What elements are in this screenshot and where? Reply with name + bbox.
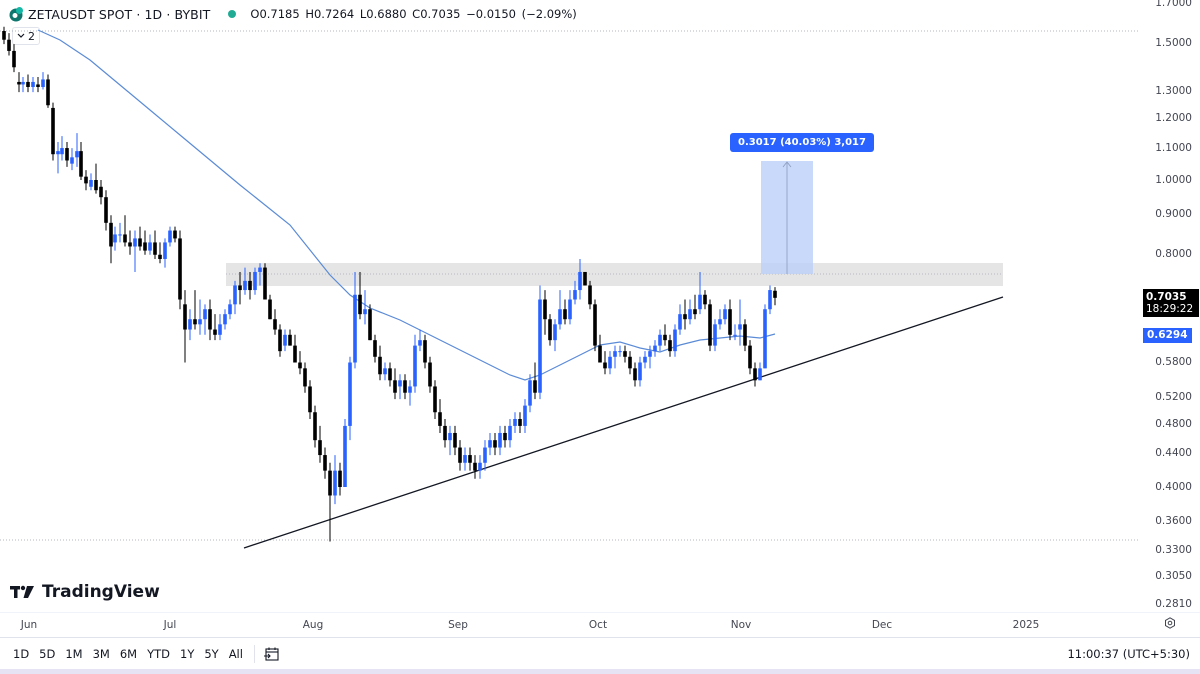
price-tick-label: 0.3050 [1155,570,1192,582]
price-tick-label: 1.3000 [1155,85,1192,97]
ascending-trendline[interactable] [243,296,1004,549]
price-tick-label: 1.2000 [1155,112,1192,124]
price-tick-label: 1.7000 [1155,0,1192,9]
chevron-down-icon [17,33,25,38]
time-tick-label: 2025 [1012,619,1040,631]
footer-strip [0,669,1200,674]
tradingview-logo[interactable]: TradingView [10,582,160,602]
price-tick-label: 1.0000 [1155,174,1192,186]
zeta-logo-icon [9,7,23,22]
go-to-date-calendar-icon[interactable] [263,645,281,663]
bar-countdown: 18:29:22 [1146,303,1194,315]
indicator-count: 2 [28,29,35,43]
price-tick-label: 0.3600 [1155,515,1192,527]
time-tick-label: Jun [20,619,38,631]
price-tick-label: 0.5800 [1155,356,1192,368]
moving-average-line [37,29,776,381]
timezone-clock[interactable]: 11:00:37 (UTC+5:30) [1067,647,1190,661]
settings-gear-icon[interactable] [1164,617,1176,629]
date-range-buttons: 1D 5D 1M 3M 6M YTD 1Y 5Y All [0,647,248,661]
time-tick-label: Jul [163,619,177,631]
price-tick-label: 0.4000 [1155,481,1192,493]
market-open-status-icon [228,10,237,18]
price-tick-label: 0.8000 [1155,248,1192,260]
time-tick-label: Dec [871,619,893,631]
resistance-zone[interactable] [226,263,1003,286]
bottom-toolbar: 1D 5D 1M 3M 6M YTD 1Y 5Y All 11:00:37 (UTC+5:30) [0,637,1200,670]
candlestick-series [2,26,777,542]
toolbar-divider [253,645,255,663]
range-button-5d[interactable]: 5D [39,647,56,661]
time-tick-label: Aug [302,619,324,631]
range-button-1m[interactable]: 1M [65,647,83,661]
indicators-collapse-button[interactable]: 2 [12,27,40,45]
range-button-5y[interactable]: 5Y [204,647,219,661]
price-axis[interactable]: 1.7000 1.5000 1.3000 1.2000 1.1000 1.0000 0.90… [1140,0,1200,612]
range-button-3m[interactable]: 3M [92,647,110,661]
range-button-1d[interactable]: 1D [13,647,30,661]
time-tick-label: Sep [448,619,468,631]
price-chart-canvas[interactable] [0,0,1140,612]
range-button-all[interactable]: All [228,647,243,661]
tradingview-wordmark: TradingView [42,582,160,602]
range-button-1y[interactable]: 1Y [180,647,195,661]
time-tick-label: Oct [588,619,608,631]
price-tick-label: 0.4800 [1155,418,1192,430]
tradingview-logo-icon [10,585,34,598]
symbol-title[interactable]: ZETAUSDT SPOT · 1D · BYBIT [28,6,211,22]
price-tick-label: 0.4400 [1155,447,1192,459]
price-tick-label: 0.5200 [1155,391,1192,403]
price-tick-label: 0.2810 [1155,598,1192,610]
projection-measure-label: 0.3017 (40.03%) 3,017 [730,133,874,152]
chart-header: ZETAUSDT SPOT · 1D · BYBIT O0.7185 H0.72… [0,0,1140,28]
price-tick-label: 0.3300 [1155,544,1192,556]
time-tick-label: Nov [730,619,752,631]
projection-arrowhead [782,161,792,168]
price-tick-label: 0.9000 [1155,208,1192,220]
last-price-badge: 0.7035 18:29:22 [1143,289,1199,317]
ohlc-values: O0.7185 H0.7264 L0.6880 C0.7035 −0.0150 … [250,7,577,21]
price-tick-label: 1.5000 [1155,37,1192,49]
moving-average-price-badge: 0.6294 [1143,328,1192,343]
range-button-6m[interactable]: 6M [119,647,138,661]
range-button-ytd[interactable]: YTD [147,647,170,661]
price-tick-label: 1.1000 [1155,142,1192,154]
time-axis[interactable]: Jun Jul Aug Sep Oct Nov Dec 2025 [0,612,1200,637]
last-price-value: 0.7035 [1146,291,1187,303]
